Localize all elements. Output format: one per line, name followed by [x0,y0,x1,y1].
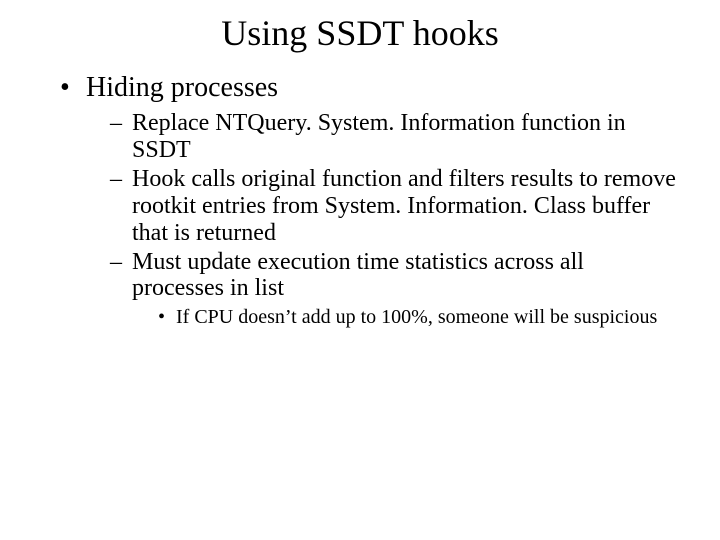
list-item: Must update execution time statistics ac… [114,249,680,330]
bullet-text: If CPU doesn’t add up to 100%, someone w… [176,306,657,328]
slide-title: Using SSDT hooks [0,0,720,54]
list-item: If CPU doesn’t add up to 100%, someone w… [160,306,680,329]
bullet-text: Hook calls original function and filters… [132,166,676,246]
list-item: Replace NTQuery. System. Information fun… [114,110,680,164]
bullet-list-lvl3: If CPU doesn’t add up to 100%, someone w… [132,306,680,329]
bullet-text: Must update execution time statistics ac… [132,249,584,302]
slide: Using SSDT hooks Hiding processes Replac… [0,0,720,540]
bullet-text: Hiding processes [86,72,278,103]
bullet-list-lvl1: Hiding processes Replace NTQuery. System… [40,72,680,329]
bullet-text: Replace NTQuery. System. Information fun… [132,110,626,163]
list-item: Hiding processes Replace NTQuery. System… [66,72,680,329]
slide-body: Hiding processes Replace NTQuery. System… [0,54,720,329]
list-item: Hook calls original function and filters… [114,166,680,247]
bullet-list-lvl2: Replace NTQuery. System. Information fun… [86,110,680,329]
